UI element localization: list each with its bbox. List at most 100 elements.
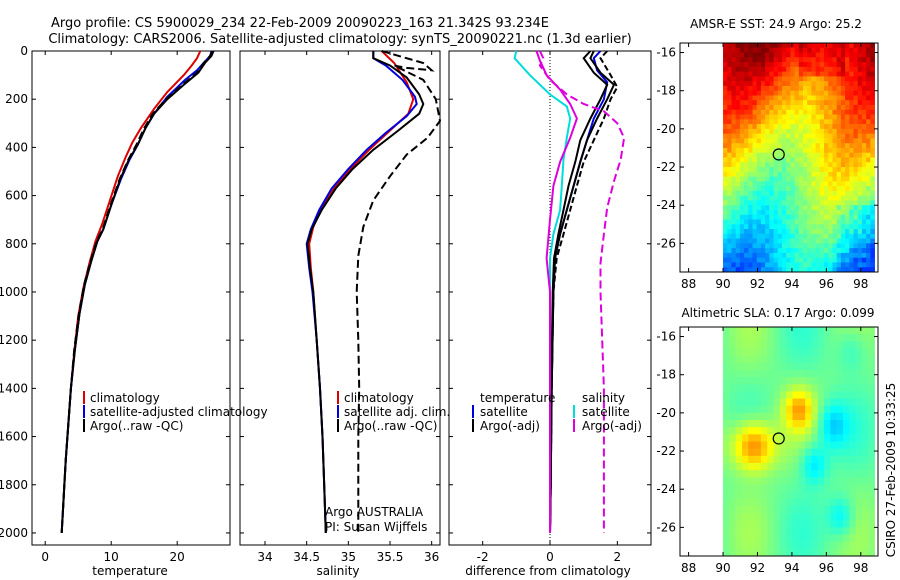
heatmap-cell xyxy=(744,171,749,177)
heatmap-cell xyxy=(811,47,817,53)
heatmap-cell xyxy=(765,252,770,259)
heatmap-cell xyxy=(731,252,737,259)
heatmap-cell xyxy=(727,47,732,53)
heatmap-cell xyxy=(727,90,732,96)
heatmap-cell xyxy=(760,147,766,154)
heatmap-cell xyxy=(786,369,793,378)
heatmap-cell xyxy=(811,527,819,535)
heatmap-cell xyxy=(779,491,787,500)
heatmap-cell xyxy=(832,209,838,216)
heatmap-cell xyxy=(781,52,787,58)
heatmap-cell xyxy=(781,66,787,73)
heatmap-cell xyxy=(866,205,871,211)
heatmap-cell xyxy=(735,43,741,49)
heatmap-cell xyxy=(769,257,774,263)
heatmap-cell xyxy=(769,219,774,225)
heatmap-cell xyxy=(727,190,732,197)
heatmap-cell xyxy=(790,57,795,63)
heatmap-cell xyxy=(773,267,779,273)
heatmap-cell xyxy=(723,52,728,58)
heatmap-cell xyxy=(861,348,869,357)
heatmap-cell xyxy=(769,229,774,235)
heatmap-cell xyxy=(798,405,806,414)
heatmap-cell xyxy=(767,348,774,357)
heatmap-cell xyxy=(836,138,842,144)
heatmap-cell xyxy=(836,114,842,120)
heatmap-cell xyxy=(779,455,787,464)
heatmap-cell xyxy=(790,109,795,115)
heatmap-cell xyxy=(798,470,806,478)
heatmap-cell xyxy=(807,224,812,230)
heatmap-cell xyxy=(866,95,871,101)
heatmap-cell xyxy=(857,138,863,144)
heatmap-cell xyxy=(849,267,854,273)
heatmap-cell xyxy=(811,128,817,135)
heatmap-cell xyxy=(752,248,758,254)
heatmap-cell xyxy=(781,95,787,101)
heatmap-cell xyxy=(727,176,732,182)
heatmap-cell xyxy=(752,43,758,49)
heatmap-cell xyxy=(832,152,838,158)
heatmap-cell xyxy=(731,133,737,139)
heatmap-cell xyxy=(790,257,795,263)
heatmap-cell xyxy=(857,124,863,130)
heatmap-cell xyxy=(781,181,787,187)
heatmap-cell xyxy=(861,548,869,557)
heatmap-cell xyxy=(861,334,869,342)
heatmap-cell xyxy=(767,384,774,392)
heatmap-cell xyxy=(819,257,825,263)
heatmap-cell xyxy=(832,248,838,254)
heatmap-cell xyxy=(807,66,812,73)
heatmap-cell xyxy=(765,209,770,216)
heatmap-cell xyxy=(842,420,850,428)
profile-series-line xyxy=(60,50,214,534)
heatmap-cell xyxy=(798,498,806,507)
heatmap-cell xyxy=(731,100,737,106)
heatmap-cell xyxy=(853,243,859,249)
heatmap-cell xyxy=(828,262,833,268)
x-tick-label: 98 xyxy=(853,277,868,291)
heatmap-cell xyxy=(853,100,859,106)
heatmap-cell xyxy=(868,341,875,349)
heatmap-cell xyxy=(811,477,819,485)
heatmap-cell xyxy=(824,186,829,192)
heatmap-cell xyxy=(798,76,804,82)
heatmap-cell xyxy=(836,484,844,492)
heatmap-cell xyxy=(870,195,875,201)
heatmap-cell xyxy=(773,248,779,254)
heatmap-cell xyxy=(769,147,774,154)
heatmap-cell xyxy=(735,505,743,514)
heatmap-cell xyxy=(741,427,749,435)
heatmap-cell xyxy=(830,327,838,335)
heatmap-cell xyxy=(727,76,732,82)
heatmap-cell xyxy=(807,76,812,82)
heatmap-cell xyxy=(819,262,825,268)
heatmap-cell xyxy=(760,484,768,492)
heatmap-cell xyxy=(861,448,869,457)
heatmap-cell xyxy=(824,355,831,364)
heatmap-cell xyxy=(830,484,838,492)
heatmap-cell xyxy=(824,171,829,177)
heatmap-cell xyxy=(861,119,867,125)
heatmap-cell xyxy=(748,369,756,378)
heatmap-cell xyxy=(836,327,844,335)
heatmap-cell xyxy=(786,186,791,192)
heatmap-cell xyxy=(769,66,774,73)
heatmap-cell xyxy=(792,520,800,528)
heatmap-cell xyxy=(819,76,825,82)
heatmap-cell xyxy=(741,470,749,478)
heatmap-cell xyxy=(855,527,863,535)
heatmap-cell xyxy=(748,548,756,557)
heatmap-cell xyxy=(786,157,791,163)
heatmap-cell xyxy=(781,262,787,268)
heatmap-cell xyxy=(807,238,812,244)
heatmap-cell xyxy=(735,462,743,471)
heatmap-cell xyxy=(798,71,804,77)
heatmap-cell xyxy=(849,105,854,111)
heatmap-cell xyxy=(840,229,846,235)
heatmap-cell xyxy=(781,252,787,259)
heatmap-cell xyxy=(760,262,766,268)
heatmap-cell xyxy=(744,176,749,182)
heatmap-cell xyxy=(748,441,756,450)
heatmap-cell xyxy=(815,195,821,201)
